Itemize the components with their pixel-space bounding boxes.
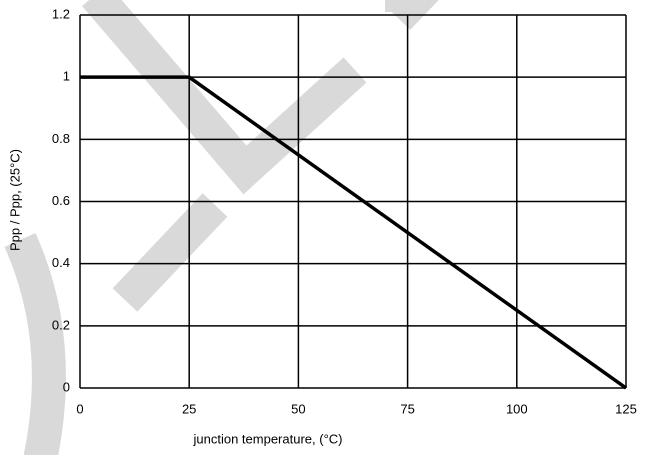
y-tick-label: 1.2: [52, 6, 70, 21]
x-tick-label: 125: [615, 401, 637, 416]
y-tick-label: 0.2: [52, 317, 70, 332]
x-tick-label: 25: [182, 401, 196, 416]
x-tick-label: 75: [400, 401, 414, 416]
y-tick-label: 0.4: [52, 255, 70, 270]
x-axis-label: junction temperature, (°C): [193, 431, 343, 446]
y-axis-label: Ppp / Ppp, (25°C): [7, 149, 22, 251]
watermark-stroke: [95, 0, 355, 170]
watermark-stroke: [125, 205, 215, 300]
x-tick-label: 50: [291, 401, 305, 416]
watermark-stroke: [20, 240, 49, 455]
x-tick-label: 100: [506, 401, 528, 416]
chart: junction temperature, (°C) Ppp / Ppp, (2…: [0, 0, 657, 455]
y-tick-label: 0.6: [52, 193, 70, 208]
x-tick-label: 0: [76, 401, 83, 416]
y-tick-label: 0: [63, 379, 70, 394]
data-line: [80, 77, 626, 388]
y-tick-label: 0.8: [52, 131, 70, 146]
y-tick-label: 1: [63, 69, 70, 84]
